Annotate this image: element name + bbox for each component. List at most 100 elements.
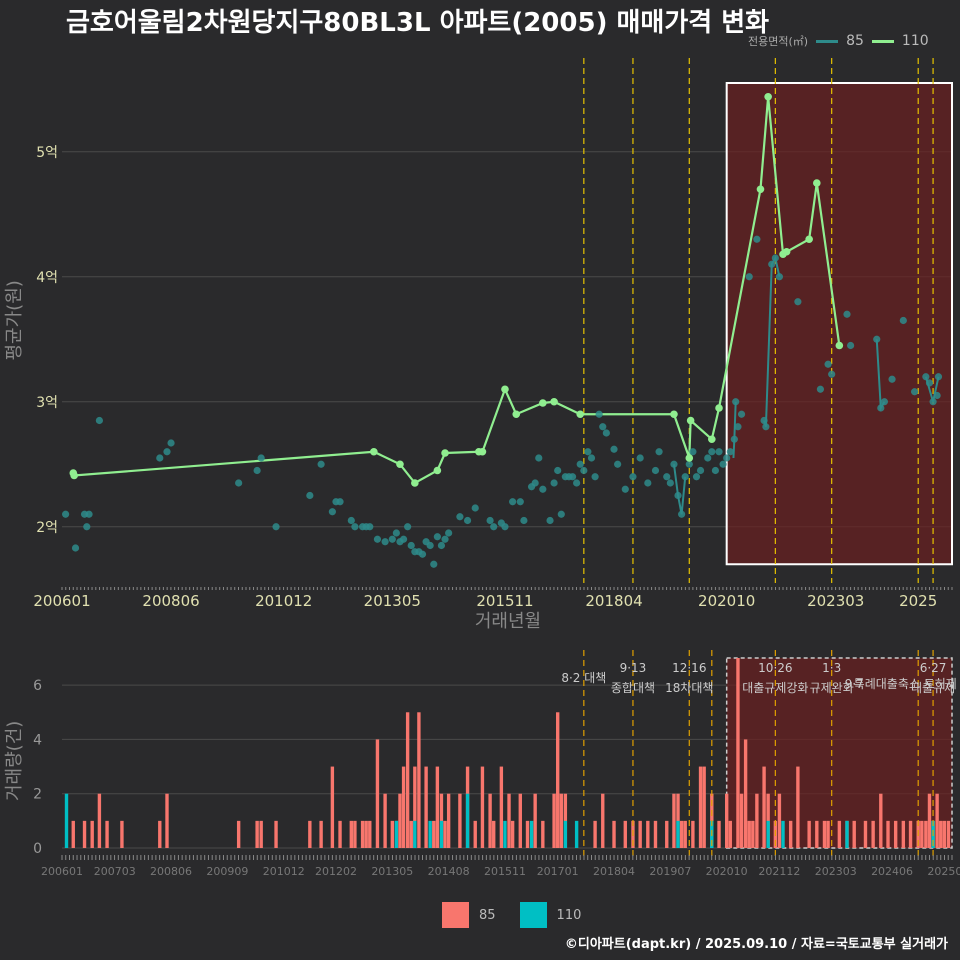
volume-bar-85 xyxy=(458,793,462,848)
series-85-point xyxy=(681,473,689,481)
series-85-point xyxy=(828,370,836,378)
credit-line: ©디아파트(dapt.kr) / 2025.09.10 / 자료=국토교통부 실… xyxy=(564,937,948,952)
series-85-point xyxy=(253,466,261,475)
series-85-point xyxy=(167,439,175,447)
series-85-point xyxy=(847,341,855,350)
policy-annotation-5-line2: 9·7 xyxy=(845,677,864,691)
volume-bar-85 xyxy=(446,793,451,848)
volume-bar-85 xyxy=(935,793,939,848)
volume-bar-85 xyxy=(541,820,545,848)
series-85-point xyxy=(347,516,355,525)
volume-bar-85 xyxy=(601,793,605,848)
volume-xtick-label-4: 201012 xyxy=(263,865,305,878)
series-85-point xyxy=(407,541,415,550)
volume-bar-85 xyxy=(702,766,706,848)
policy-annotation-6-line2: 특례대출축소 토허제 해제 xyxy=(854,677,960,691)
series-85-point xyxy=(62,510,70,518)
volume-bar-110 xyxy=(766,820,770,848)
volume-y-axis-title: 거래량(건) xyxy=(4,721,25,801)
volume-ytick-label-0: 0 xyxy=(33,841,42,857)
volume-bar-85 xyxy=(432,820,436,848)
volume-xtick-label-6: 201305 xyxy=(371,865,413,878)
series-85-point xyxy=(771,254,779,262)
volume-bar-110 xyxy=(529,820,534,848)
volume-bar-85 xyxy=(863,820,868,848)
series-85-point xyxy=(437,541,446,550)
volume-bar-85 xyxy=(338,820,342,848)
volume-bar-85 xyxy=(837,820,842,848)
series-85-point xyxy=(539,485,547,493)
volume-bar-85 xyxy=(90,820,94,848)
series-85-point xyxy=(629,473,637,481)
volume-bar-85 xyxy=(826,820,830,848)
volume-bar-110 xyxy=(394,820,399,848)
series-85-point xyxy=(843,310,851,318)
series-110-point xyxy=(411,479,419,487)
series-85-point xyxy=(719,460,727,468)
volume-bar-85 xyxy=(679,820,684,848)
series-85-point xyxy=(441,535,449,543)
volume-bar-85 xyxy=(405,712,410,848)
volume-bar-85 xyxy=(924,820,928,848)
series-110-point xyxy=(782,247,791,256)
volume-bar-85 xyxy=(852,820,856,848)
series-85-point xyxy=(880,398,889,406)
volume-bar-85 xyxy=(751,820,755,848)
legend-top: 전용면적(㎡) 85 110 xyxy=(748,32,929,50)
series-85-point xyxy=(550,479,558,487)
price-ytick-label-1: 3억 xyxy=(36,395,58,411)
series-85-point xyxy=(418,550,427,558)
series-85-point xyxy=(696,466,705,475)
volume-bar-85 xyxy=(743,739,748,848)
volume-bar-85 xyxy=(683,820,687,848)
series-110-point xyxy=(764,92,772,101)
volume-bar-85 xyxy=(638,820,642,848)
series-85-point xyxy=(888,375,896,383)
volume-bar-85 xyxy=(886,820,890,848)
price-highlight-box xyxy=(725,82,953,566)
series-110-point xyxy=(708,435,716,444)
series-85-point xyxy=(929,398,937,406)
series-85-point xyxy=(692,473,701,481)
series-110-point xyxy=(835,341,844,350)
series-110-point xyxy=(433,466,442,475)
series-85-point xyxy=(599,423,607,431)
legend-box-110 xyxy=(519,902,547,928)
series-85-point xyxy=(730,435,738,443)
policy-annotation-3-line1: 10·26 xyxy=(758,661,792,675)
legend-bottom-label-85: 85 xyxy=(479,907,496,923)
series-85-point xyxy=(760,416,768,425)
volume-xtick-label-7: 201408 xyxy=(428,865,470,878)
series-110-point xyxy=(756,185,765,194)
volume-bar-85 xyxy=(375,739,380,848)
volume-bar-85 xyxy=(942,820,947,848)
price-xtick-label-1: 200806 xyxy=(142,592,199,610)
series-85-point xyxy=(557,510,565,518)
series-85-point xyxy=(433,533,441,541)
volume-bar-85 xyxy=(788,820,793,848)
series-85-point xyxy=(762,423,770,431)
series-85-point xyxy=(430,560,438,568)
price-xtick-label-0: 200601 xyxy=(33,592,90,610)
series-85-point xyxy=(816,385,825,393)
volume-bar-85 xyxy=(728,820,732,848)
volume-bar-85 xyxy=(518,793,522,848)
volume-bar-85 xyxy=(165,793,169,848)
volume-bar-85 xyxy=(409,820,413,848)
volume-bar-110 xyxy=(465,793,470,848)
volume-bar-85 xyxy=(259,820,263,848)
volume-bar-85 xyxy=(653,820,658,848)
volume-xtick-label-1: 200703 xyxy=(94,865,136,878)
series-85-point xyxy=(456,513,464,521)
series-85-point xyxy=(704,454,712,462)
policy-annotation-4-line2: 규제완화 xyxy=(810,681,854,695)
volume-bar-85 xyxy=(488,793,492,848)
policy-annotation-1-line1: 9·13 xyxy=(620,661,647,675)
volume-bar-85 xyxy=(556,712,560,848)
series-85-point xyxy=(678,510,686,518)
price-axes: 2억 3억 4억 5억 200601 200806 201012 201305 201511 20… xyxy=(4,145,953,632)
series-85-point xyxy=(520,516,528,525)
volume-bar-85 xyxy=(939,820,943,848)
series-85-point xyxy=(366,523,374,531)
